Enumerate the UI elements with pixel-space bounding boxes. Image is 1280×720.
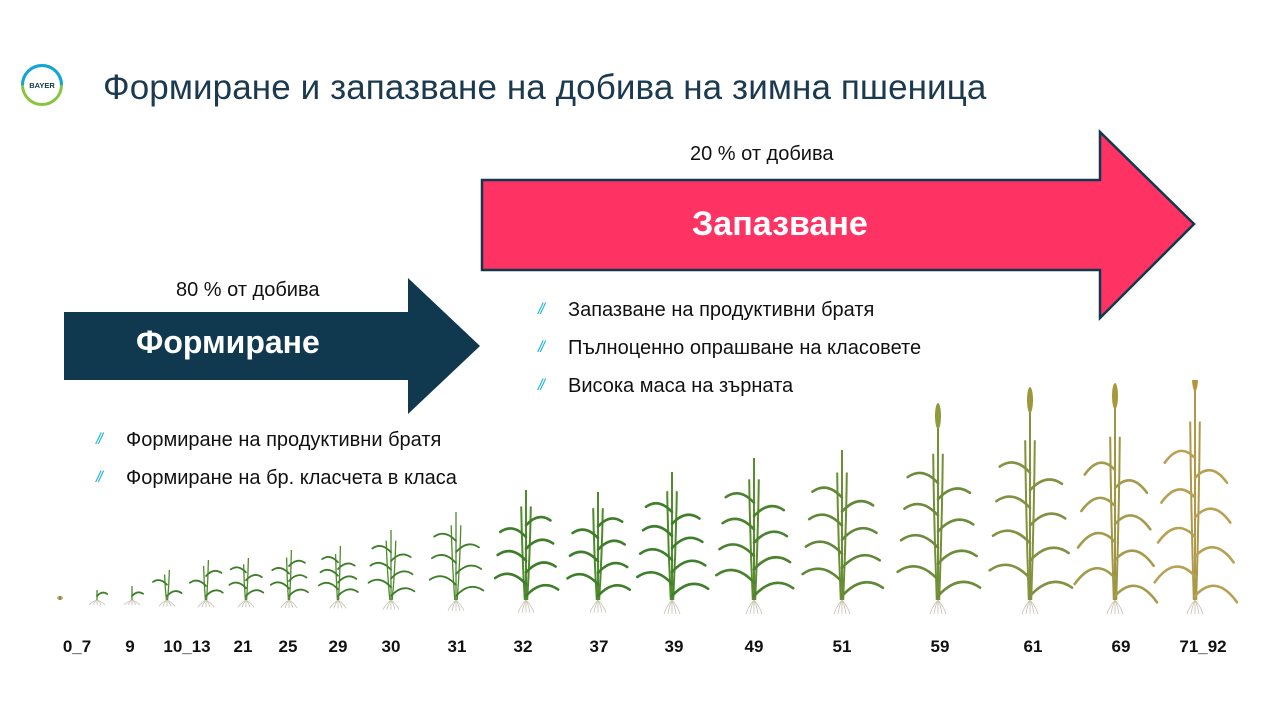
- bayer-logo: BAYER: [21, 64, 63, 106]
- retention-bullet-list: //Запазване на продуктивни братя //Пълно…: [538, 298, 938, 412]
- list-item: //Формиране на продуктивни братя: [96, 429, 442, 451]
- bullet-mark: //: [96, 469, 103, 486]
- stage-label: 61: [1023, 637, 1043, 656]
- retention-arrow: [480, 129, 1196, 322]
- stage-label: 25: [278, 637, 298, 656]
- stage-label: 69: [1111, 637, 1131, 656]
- wheat-plant: [493, 490, 560, 613]
- stage-label: 31: [447, 637, 467, 656]
- retention-arrow-label: Запазване: [692, 205, 868, 243]
- logo-text: BAYER: [29, 81, 55, 90]
- page-title: Формиране и запазване на добива на зимна…: [103, 68, 987, 107]
- bullet-mark: //: [538, 301, 545, 318]
- wheat-plant: [801, 450, 885, 615]
- stage-label: 9: [125, 637, 135, 656]
- wheat-growth-illustration: [57, 380, 1239, 615]
- stage-label: 10_13: [163, 637, 211, 656]
- wheat-plant: [57, 596, 63, 600]
- stage-label: 29: [328, 637, 348, 656]
- wheat-plant: [228, 557, 265, 608]
- bullet-mark: //: [538, 339, 545, 356]
- wheat-plant: [715, 458, 795, 615]
- stage-label: 21: [233, 637, 253, 656]
- stage-label: 30: [381, 637, 401, 656]
- stage-label: 51: [832, 637, 852, 656]
- formation-bullet-list: //Формиране на продуктивни братя //Форми…: [96, 428, 556, 504]
- wheat-plant: [88, 590, 109, 606]
- bullet-mark: //: [96, 431, 103, 448]
- formation-arrow: [64, 278, 480, 414]
- stage-label: 49: [744, 637, 764, 656]
- stage-label: 59: [930, 637, 950, 656]
- wheat-plant: [896, 403, 982, 615]
- formation-percent-label: 80 % от добива: [176, 279, 320, 301]
- list-item: //Висока маса на зърната: [538, 375, 794, 397]
- stage-label: 37: [589, 637, 609, 656]
- stage-label: 39: [664, 637, 684, 656]
- wheat-plant: [988, 387, 1074, 615]
- list-item: //Запазване на продуктивни братя: [538, 299, 875, 321]
- wheat-plant: [269, 549, 309, 609]
- wheat-plant: [367, 530, 416, 610]
- wheat-plant: [635, 472, 710, 615]
- wheat-plant: [566, 492, 632, 613]
- stage-label: 71_92: [1179, 637, 1227, 656]
- wheat-plant: [318, 545, 359, 609]
- wheat-plant: [1153, 380, 1239, 615]
- wheat-plant: [1073, 383, 1159, 615]
- retention-percent-label: 20 % от добива: [690, 143, 834, 165]
- stage-label: 32: [513, 637, 533, 656]
- list-item: //Пълноценно опрашване на класовете: [538, 337, 922, 359]
- wheat-plant: [428, 512, 485, 612]
- list-item: //Формиране на бр. класчета в класа: [96, 467, 457, 489]
- wheat-plant: [188, 559, 224, 608]
- stage-label: 0_7: [62, 637, 92, 656]
- wheat-plant: [152, 569, 183, 607]
- wheat-plant: [123, 586, 144, 606]
- bullet-mark: //: [538, 377, 545, 394]
- formation-arrow-label: Формиране: [136, 324, 320, 360]
